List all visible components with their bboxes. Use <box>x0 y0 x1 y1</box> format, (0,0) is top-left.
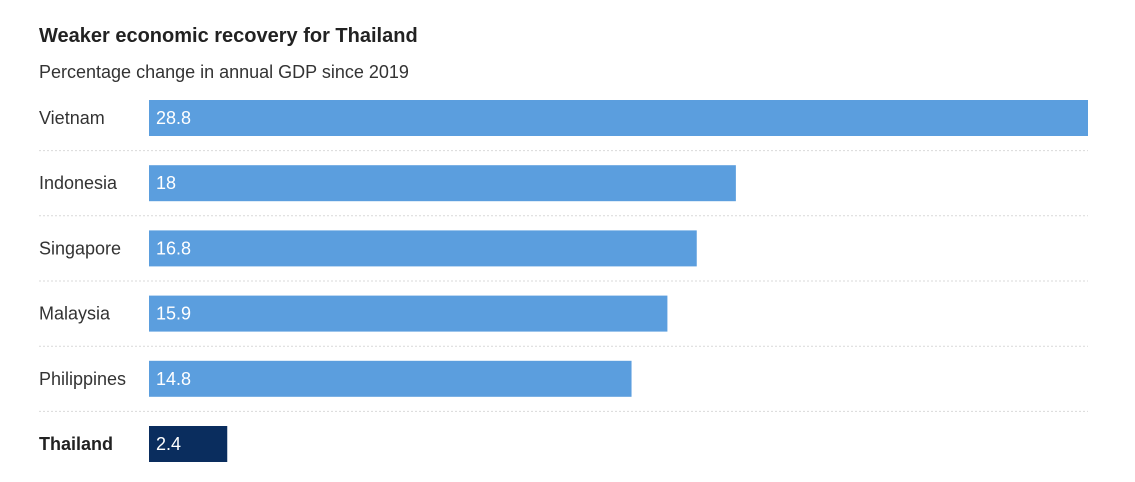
bar-indonesia <box>149 165 736 202</box>
value-label-singapore: 16.8 <box>156 238 191 258</box>
category-label-vietnam: Vietnam <box>39 108 105 128</box>
bar-thailand <box>149 426 228 462</box>
chart-title: Weaker economic recovery for Thailand <box>39 25 418 47</box>
bar-philippines <box>149 360 632 397</box>
category-label-thailand: Thailand <box>39 434 113 454</box>
category-label-philippines: Philippines <box>39 369 126 389</box>
value-label-thailand: 2.4 <box>156 434 181 454</box>
bar-malaysia <box>149 295 668 332</box>
value-label-vietnam: 28.8 <box>156 108 191 128</box>
value-label-indonesia: 18 <box>156 173 176 193</box>
chart-subtitle: Percentage change in annual GDP since 20… <box>39 62 409 82</box>
category-label-malaysia: Malaysia <box>39 304 111 324</box>
category-label-indonesia: Indonesia <box>39 173 118 193</box>
value-label-malaysia: 15.9 <box>156 304 191 324</box>
value-label-philippines: 14.8 <box>156 369 191 389</box>
bar-singapore <box>149 230 697 267</box>
category-label-singapore: Singapore <box>39 238 121 258</box>
bar-vietnam <box>149 100 1088 136</box>
